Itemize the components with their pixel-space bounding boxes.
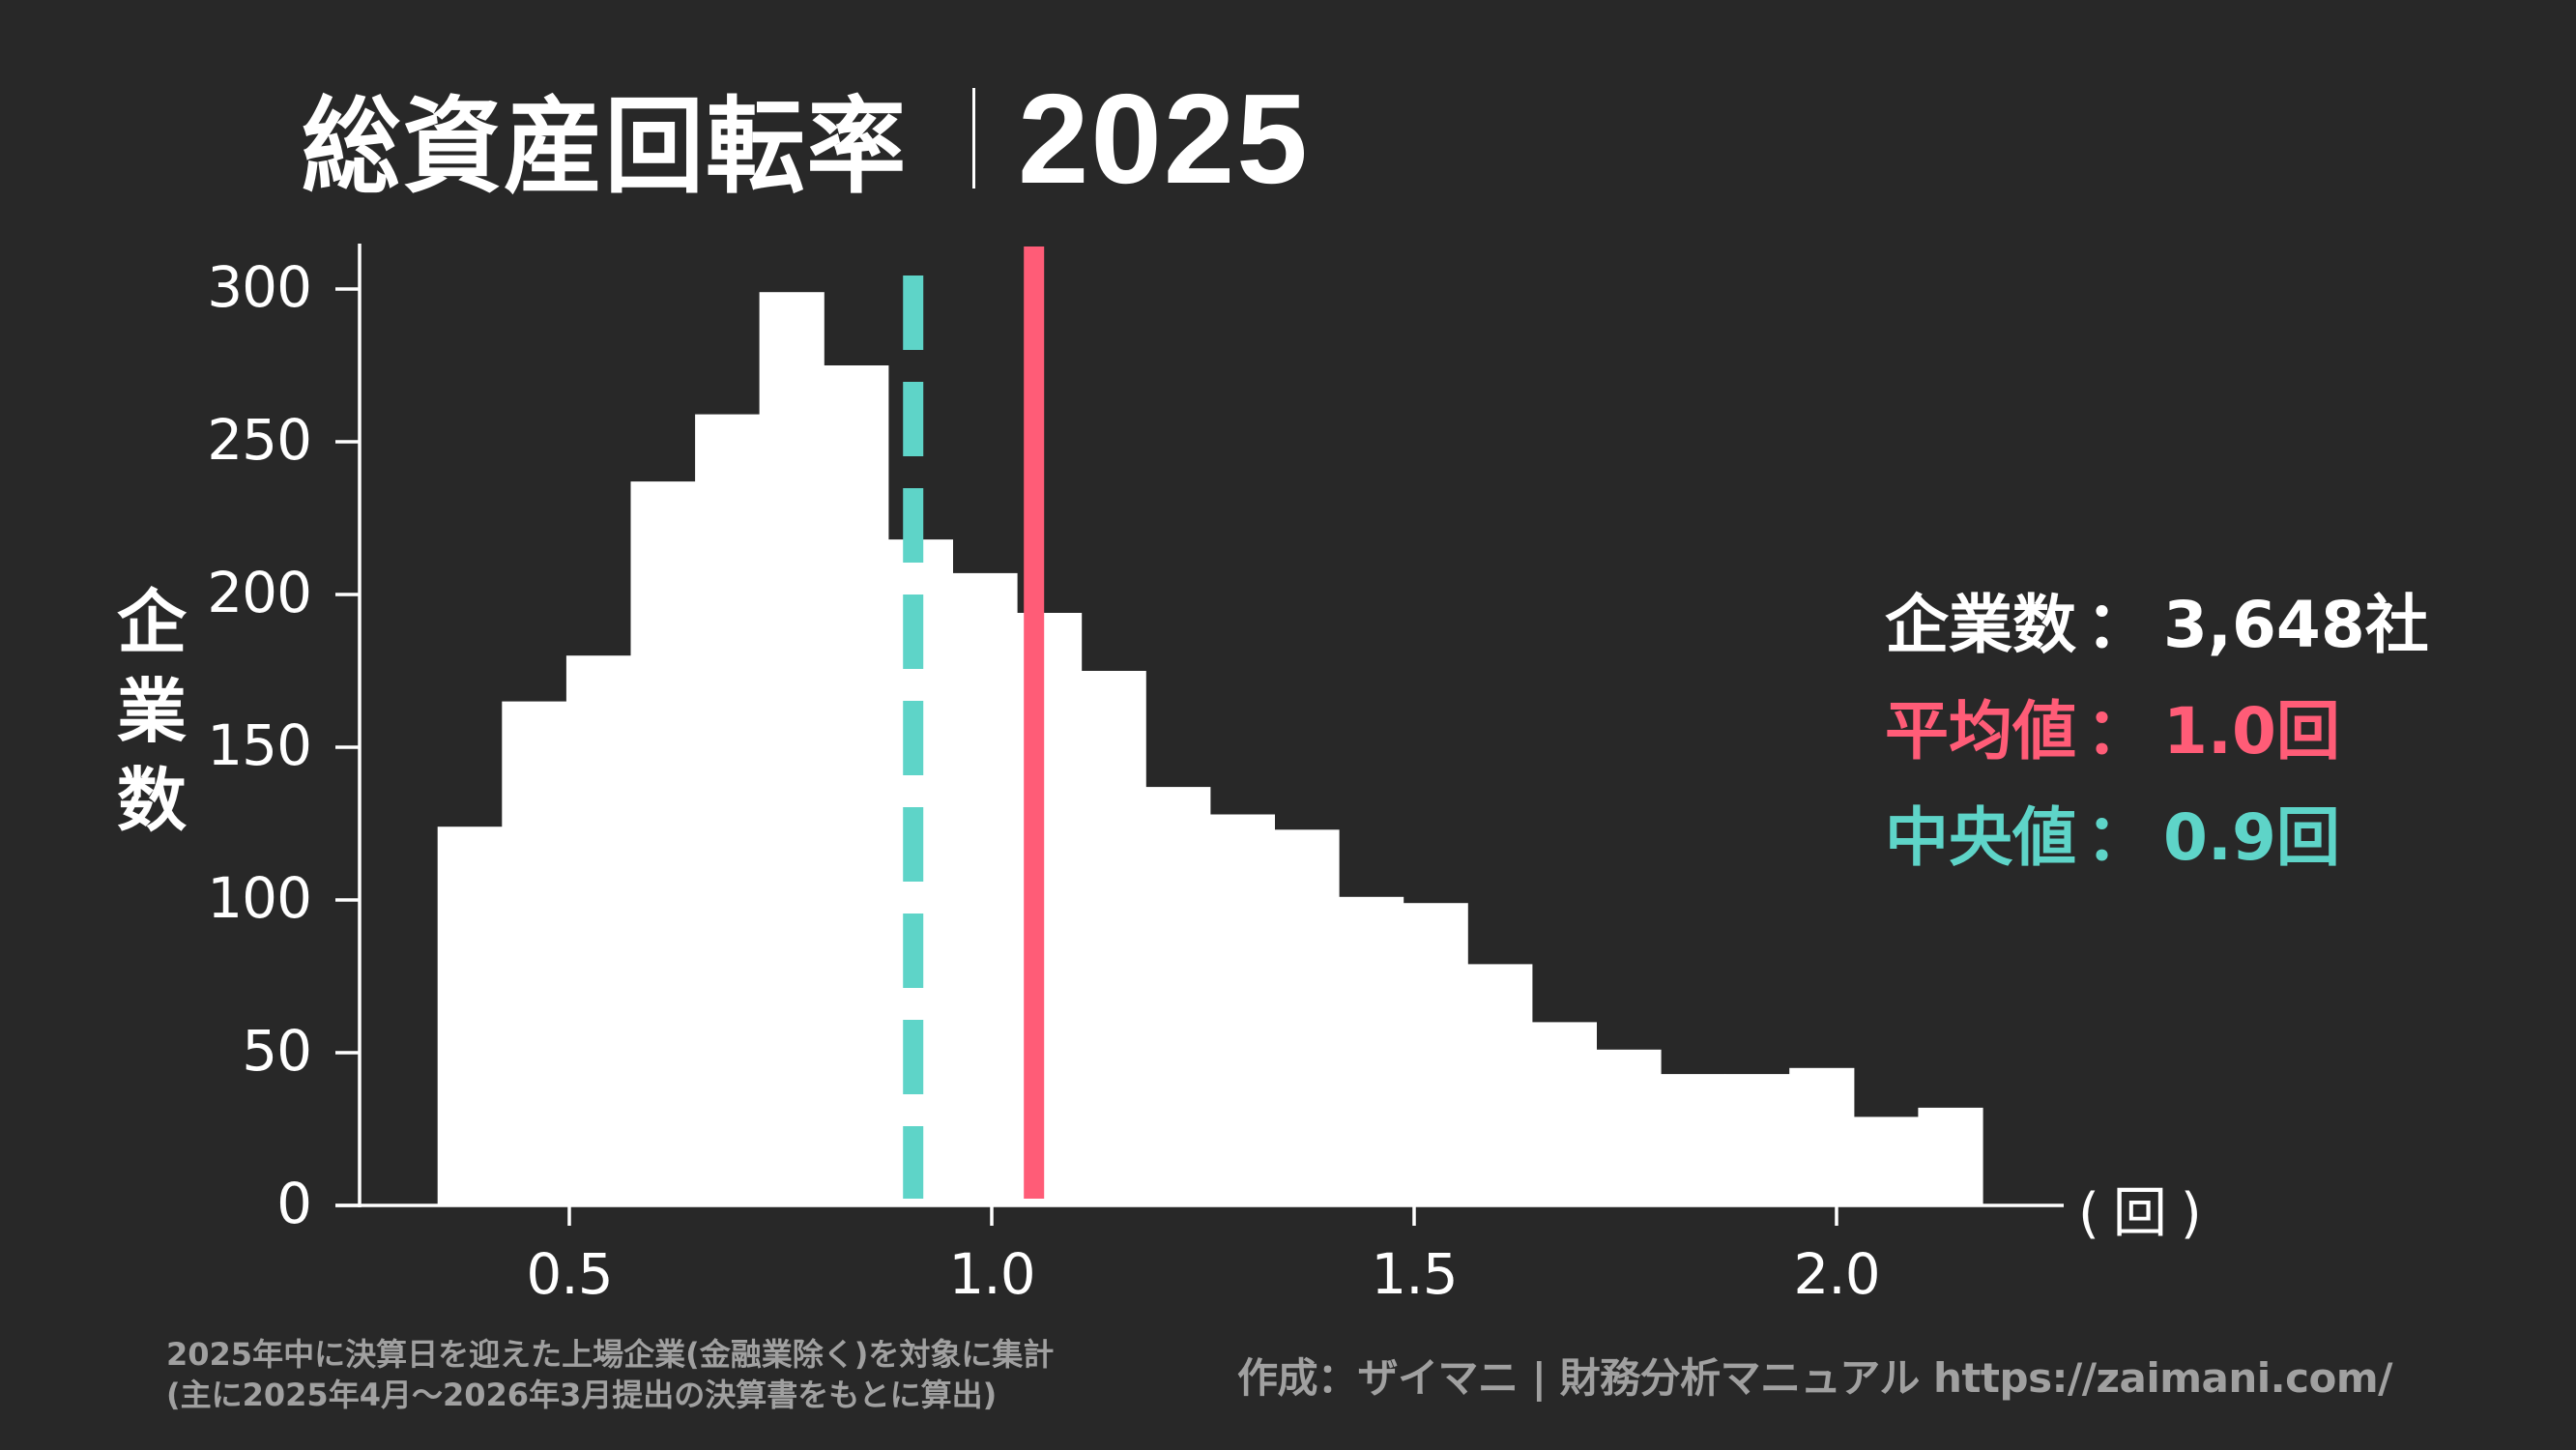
histogram-bar <box>1853 1116 1919 1205</box>
stat-value: 1.0回 <box>2163 694 2340 768</box>
footer-credit: 作成：ザイマニ | 財務分析マニュアル https://zaimani.com/ <box>1237 1354 2392 1402</box>
histogram-bar <box>695 414 761 1206</box>
histogram-bar <box>502 701 567 1205</box>
stat-label: 平均値 <box>1885 694 2076 768</box>
stat-colon: ： <box>2086 588 2150 662</box>
y-tick-label: 150 <box>207 712 312 778</box>
histogram-bar <box>565 655 632 1205</box>
y-tick-label: 0 <box>276 1171 312 1236</box>
stat-value: 3,648社 <box>2163 588 2429 662</box>
x-tick-label: 1.5 <box>1371 1241 1458 1307</box>
histogram-bar <box>1918 1107 1983 1205</box>
histogram-bar <box>1724 1074 1790 1205</box>
y-tick-label: 100 <box>207 865 312 931</box>
histogram-bar <box>1403 903 1468 1205</box>
histogram-bar <box>1145 787 1211 1205</box>
x-axis-unit-label: (回) <box>2078 1182 2215 1245</box>
title-text: 総資産回転率 <box>302 87 909 208</box>
y-tick-label: 250 <box>207 407 312 473</box>
histogram-bar <box>824 365 889 1205</box>
histogram-bar <box>437 826 503 1205</box>
histogram-bars <box>437 292 1983 1206</box>
stats-legend: 企業数： 3,648社 平均値： 1.0回 中央値： 0.9回 <box>1885 572 2429 891</box>
y-axis-label-char: 企 <box>116 582 187 663</box>
footer-note-line2: (主に2025年4月〜2026年3月提出の決算書をもとに算出) <box>166 1377 998 1413</box>
histogram-bar <box>952 572 1018 1205</box>
histogram-bar <box>759 292 825 1205</box>
stat-label: 中央値 <box>1885 800 2076 875</box>
stat-colon: ： <box>2086 694 2150 768</box>
y-axis-label-char: 数 <box>116 760 187 841</box>
axes <box>335 244 2064 1226</box>
stat-colon: ： <box>2086 800 2150 875</box>
histogram-bar <box>1531 1022 1597 1205</box>
histogram-bar <box>1789 1067 1855 1205</box>
stat-mean: 平均値： 1.0回 <box>1885 679 2429 785</box>
chart-title: 総資産回転率 2025 <box>302 68 1310 210</box>
stat-label: 企業数 <box>1885 588 2076 662</box>
x-tick-label: 2.0 <box>1793 1241 1880 1307</box>
histogram-bar <box>1081 671 1146 1205</box>
histogram-bar <box>1339 896 1404 1205</box>
y-axis-label: 企 業 数 <box>108 578 195 845</box>
y-tick-label: 200 <box>207 560 312 625</box>
x-tick-label: 0.5 <box>526 1241 613 1307</box>
histogram-bar <box>1467 964 1533 1205</box>
y-tick-label: 300 <box>207 254 312 320</box>
stat-median: 中央値： 0.9回 <box>1885 785 2429 891</box>
histogram-bar <box>1209 814 1275 1205</box>
stat-company-count: 企業数： 3,648社 <box>1885 572 2429 679</box>
title-year: 2025 <box>1018 67 1310 210</box>
footer-note: 2025年中に決算日を迎えた上場企業(金融業除く)を対象に集計 (主に2025年… <box>166 1334 1054 1415</box>
histogram-bar <box>1274 829 1340 1205</box>
x-tick-label: 1.0 <box>948 1241 1035 1307</box>
title-separator <box>972 88 976 188</box>
stat-value: 0.9回 <box>2163 800 2340 875</box>
y-axis-label-char: 業 <box>116 671 187 752</box>
histogram-bar <box>1596 1049 1662 1205</box>
histogram-bar <box>1661 1074 1726 1205</box>
reference-lines <box>903 246 1045 1199</box>
footer-note-line1: 2025年中に決算日を迎えた上場企業(金融業除く)を対象に集計 <box>166 1336 1055 1373</box>
y-tick-label: 50 <box>242 1018 312 1084</box>
histogram-bar <box>630 481 696 1206</box>
